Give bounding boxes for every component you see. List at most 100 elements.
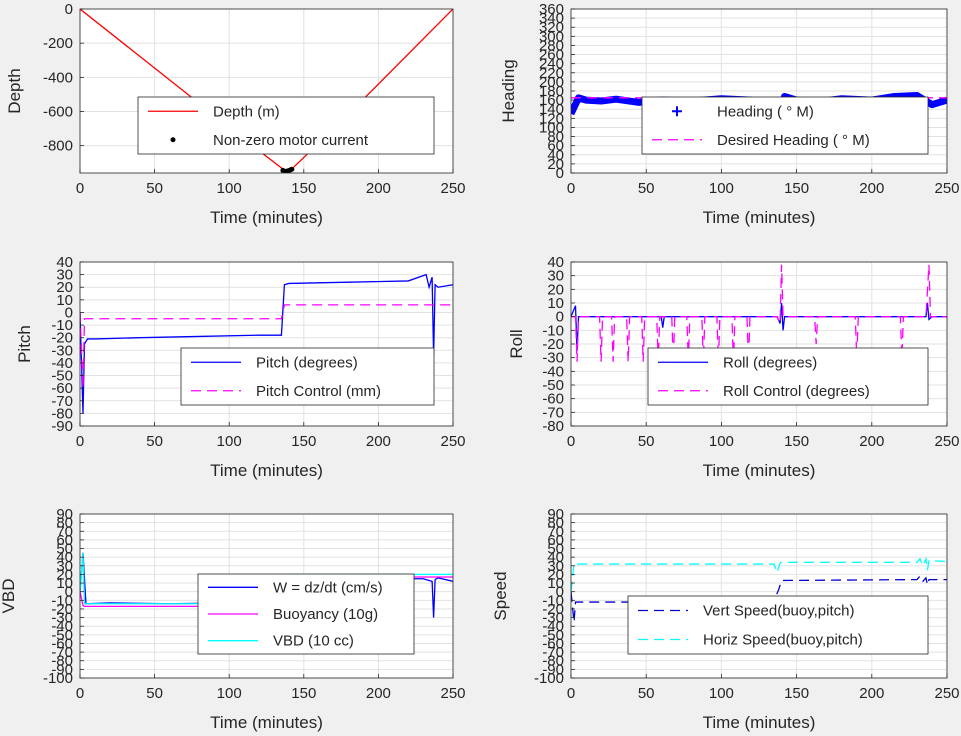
legend-label: Horiz Speed(buoy,pitch) xyxy=(703,632,863,649)
y-tick-label: 70 xyxy=(547,523,564,540)
y-axis-label: Speed xyxy=(491,571,510,620)
x-tick-label: 0 xyxy=(567,685,575,702)
y-tick-label: -60 xyxy=(51,380,73,397)
y-tick-label: -20 xyxy=(51,330,73,347)
y-tick-label: -70 xyxy=(542,404,564,421)
x-tick-label: 0 xyxy=(567,180,575,197)
y-tick-label: -800 xyxy=(43,138,73,155)
x-tick-label: 200 xyxy=(859,180,884,197)
legend-label: Roll Control (degrees) xyxy=(723,383,870,400)
legend-label: VBD (10 cc) xyxy=(273,633,354,650)
y-tick-label: 60 xyxy=(56,532,73,549)
x-tick-label: 50 xyxy=(638,180,655,197)
data-layer xyxy=(80,273,453,414)
y-tick-label: 60 xyxy=(547,532,564,549)
x-axis-label: Time (minutes) xyxy=(210,208,323,227)
legend-label: W = dz/dt (cm/s) xyxy=(273,579,383,596)
legend: Roll (degrees) Roll Control (degrees) xyxy=(647,347,929,406)
x-tick-label: 100 xyxy=(709,433,734,450)
y-tick-label: -50 xyxy=(51,368,73,385)
x-axis-label: Time (minutes) xyxy=(703,461,816,480)
x-tick-label: 0 xyxy=(76,180,84,197)
y-tick-label: 280 xyxy=(539,37,564,54)
y-tick-label: -20 xyxy=(542,336,564,353)
x-tick-label: 0 xyxy=(76,433,84,450)
y-tick-label: 40 xyxy=(56,254,73,271)
y-tick-label: 240 xyxy=(539,56,564,73)
subplot-pitch: 0 50 100 150 200 250403020100-10-20-30-40-50-… xyxy=(15,254,466,480)
x-tick-label: 50 xyxy=(638,685,655,702)
y-tick-label: 20 xyxy=(547,156,564,173)
y-tick-label: 220 xyxy=(539,65,564,82)
y-tick-label: 200 xyxy=(539,74,564,91)
y-tick-label: 30 xyxy=(56,558,73,575)
legend-box xyxy=(137,96,435,155)
legend-box xyxy=(180,347,435,406)
x-tick-label: 0 xyxy=(567,433,575,450)
x-tick-label: 250 xyxy=(934,433,959,450)
y-tick-label: -10 xyxy=(542,322,564,339)
y-tick-label: 80 xyxy=(547,129,564,146)
legend-label: Vert Speed(buoy,pitch) xyxy=(703,603,854,620)
y-tick-label: -20 xyxy=(51,601,73,618)
y-tick-label: -200 xyxy=(43,35,73,52)
y-tick-label: -90 xyxy=(51,418,73,435)
y-tick-label: 10 xyxy=(56,575,73,592)
y-axis-label: VBD xyxy=(0,579,18,614)
data-layer xyxy=(571,556,947,622)
y-tick-label: -40 xyxy=(51,355,73,372)
legend-box xyxy=(641,96,929,155)
plot-border xyxy=(570,513,948,679)
y-axis-label: Depth xyxy=(5,68,24,113)
x-tick-label: 50 xyxy=(146,433,163,450)
y-tick-label: 40 xyxy=(547,254,564,271)
y-tick-label: 70 xyxy=(56,523,73,540)
y-tick-label: -10 xyxy=(51,317,73,334)
y-tick-label: 140 xyxy=(539,101,564,118)
legend: Vert Speed(buoy,pitch) Horiz Speed(buoy,p… xyxy=(627,595,929,655)
y-tick-label: -100 xyxy=(534,670,564,687)
y-tick-label: 80 xyxy=(56,515,73,532)
legend-label: Heading ( ° M) xyxy=(717,103,814,120)
legend-box xyxy=(647,347,929,406)
x-tick-label: 100 xyxy=(709,180,734,197)
legend-label: Roll (degrees) xyxy=(723,354,817,371)
y-tick-label: 0 xyxy=(65,304,73,321)
x-tick-label: 250 xyxy=(440,685,465,702)
legend-label: Buoyancy (10g) xyxy=(273,606,378,623)
y-tick-label: 10 xyxy=(547,295,564,312)
subplot-speed: 0 50 100 150 200 2509080706050403020100-10-20… xyxy=(491,506,960,732)
y-tick-label: -30 xyxy=(542,610,564,627)
y-tick-label: 10 xyxy=(547,575,564,592)
x-tick-label: 50 xyxy=(638,433,655,450)
y-tick-label: 260 xyxy=(539,47,564,64)
y-tick-label: 50 xyxy=(56,541,73,558)
y-tick-label: -50 xyxy=(542,627,564,644)
x-tick-label: 100 xyxy=(217,180,242,197)
x-tick-label: 200 xyxy=(859,685,884,702)
y-tick-label: 360 xyxy=(539,1,564,18)
legend: Depth (m) Non-zero motor current xyxy=(137,96,435,155)
y-tick-label: 20 xyxy=(547,566,564,583)
series-speed-1 xyxy=(571,556,947,592)
y-tick-label: -70 xyxy=(51,393,73,410)
y-tick-label: -40 xyxy=(51,618,73,635)
x-tick-label: 200 xyxy=(859,433,884,450)
y-tick-label: -80 xyxy=(542,418,564,435)
y-tick-label: -90 xyxy=(51,661,73,678)
y-tick-label: -40 xyxy=(542,618,564,635)
y-axis-label: Pitch xyxy=(15,325,34,363)
plot-border xyxy=(79,261,454,427)
series-depth-1-point xyxy=(289,166,295,172)
y-tick-label: -70 xyxy=(542,644,564,661)
subplot-roll: 0 50 100 150 200 250403020100-10-20-30-40-50-… xyxy=(507,254,960,480)
y-tick-label: -400 xyxy=(43,69,73,86)
y-tick-label: -60 xyxy=(542,635,564,652)
y-tick-label: -20 xyxy=(542,601,564,618)
y-tick-label: 40 xyxy=(547,147,564,164)
subplot-heading: 0 50 100 150 200 2500204060801001201401601802… xyxy=(499,1,960,227)
x-tick-label: 150 xyxy=(784,433,809,450)
x-tick-label: 250 xyxy=(934,685,959,702)
subplot-vbd: 0 50 100 150 200 2509080706050403020100-10-20… xyxy=(0,506,466,732)
x-axis-label: Time (minutes) xyxy=(703,208,816,227)
